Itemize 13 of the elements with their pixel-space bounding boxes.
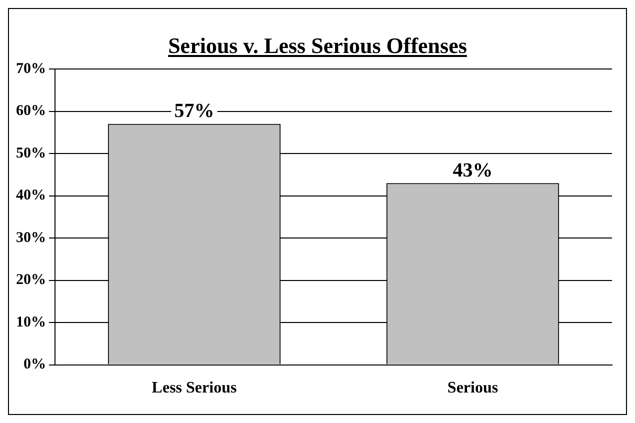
data-label: 43% xyxy=(452,159,493,182)
x-tick-label: Serious xyxy=(447,380,498,397)
y-tick-label: 0% xyxy=(24,356,46,373)
data-label: 57% xyxy=(174,100,214,122)
y-tick-label: 20% xyxy=(16,272,46,288)
x-tick-label: Less Serious xyxy=(152,380,237,397)
y-tick-label: 50% xyxy=(16,145,46,162)
y-tick-label: 10% xyxy=(16,314,46,330)
y-tick-label: 60% xyxy=(16,103,46,120)
y-tick-label: 70% xyxy=(16,60,46,77)
y-tick-label: 40% xyxy=(16,188,46,204)
chart-title: Serious v. Less Serious Offenses xyxy=(167,32,468,58)
y-tick-label: 30% xyxy=(16,230,46,246)
